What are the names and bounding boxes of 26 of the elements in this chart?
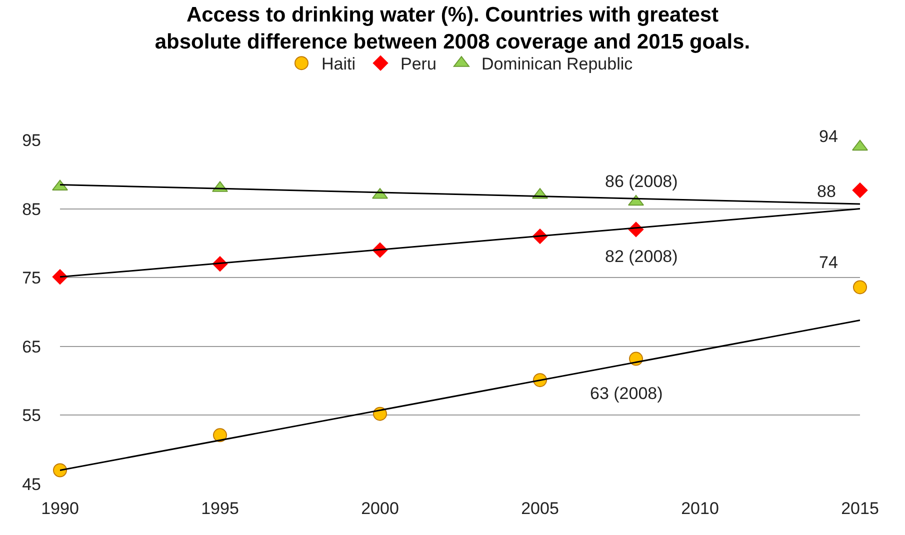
x-tick-label: 2005 [521,499,559,518]
annotation: 74 [819,253,838,272]
legend-label: Haiti [322,54,356,74]
chart-title: Access to drinking water (%). Countries with greatest absolute difference between 2008 coverage and 2015 goals. [154,3,750,54]
y-tick-label: 85 [22,200,41,219]
point [852,182,868,198]
point [853,280,867,294]
y-tick-label: 75 [22,268,41,288]
y-tick-label: 45 [22,474,41,494]
point [53,463,67,478]
x-tick-label: 2015 [841,499,879,518]
legend-label: Dominican Republic [481,54,634,74]
x-tick-label: 1990 [41,499,79,518]
annotation: 88 [817,182,836,201]
annotation: 63 (2008) [590,384,663,403]
annotation: 94 [819,127,838,146]
y-tick-label: 95 [22,130,41,150]
point [213,428,227,442]
annotation: 86 (2008) [605,172,678,191]
x-tick-label: 2010 [681,499,719,518]
y-tick-label: 65 [22,337,41,356]
x-tick-label: 2000 [361,499,399,518]
y-tick-label: 55 [22,406,41,426]
legend-label: Peru [400,54,436,74]
x-tick-label: 1995 [201,499,239,518]
annotation: 82 (2008) [605,247,678,266]
